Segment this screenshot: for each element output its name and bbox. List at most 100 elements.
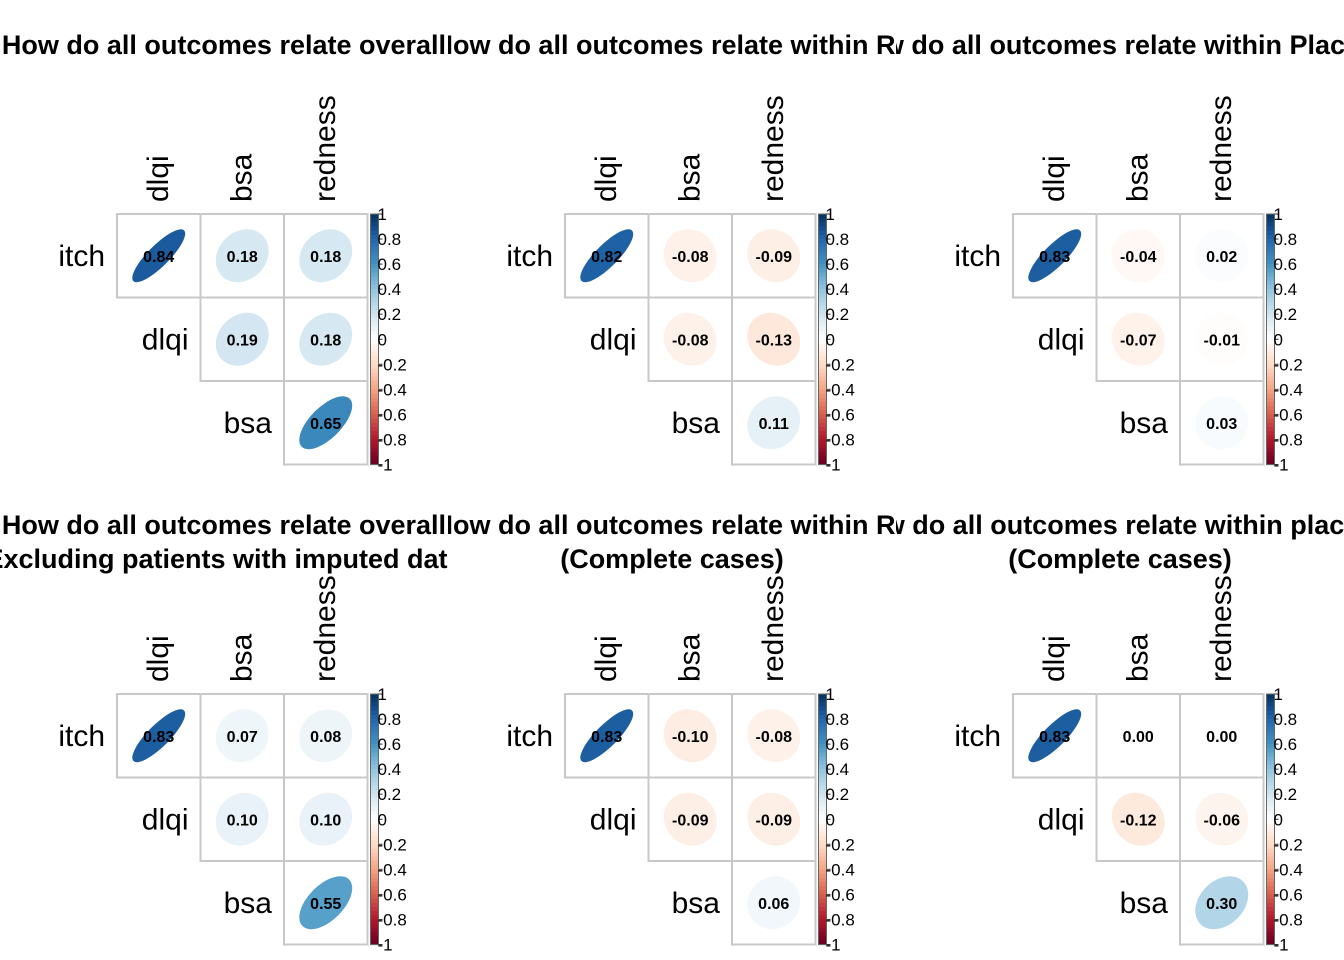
colorbar-segment — [818, 406, 827, 411]
colorbar-segment — [818, 719, 827, 724]
colorbar-segment — [1266, 906, 1275, 912]
colorbar-segment — [370, 886, 379, 891]
colorbar-tick-label: 0 — [1274, 810, 1283, 829]
colorbar-tick-label: 0.4 — [378, 760, 402, 779]
row-label: bsa — [672, 407, 721, 440]
col-label: bsa — [225, 633, 258, 682]
colorbar-segment — [370, 247, 379, 253]
corr-ellipse — [299, 709, 353, 763]
colorbar-segment — [818, 289, 827, 294]
colorbar-segment — [818, 694, 827, 699]
colorbar-segment — [818, 727, 827, 733]
colorbar-segment — [1266, 790, 1275, 795]
colorbar-segment — [370, 744, 379, 749]
colorbar-segment — [1266, 389, 1275, 395]
colorbar-segment — [818, 827, 827, 833]
corr-cell: 0.65 — [283, 380, 369, 466]
corr-cell: 0.18 — [283, 296, 369, 382]
colorbar-segment — [818, 906, 827, 912]
colorbar-segment — [818, 835, 827, 841]
colorbar-segment — [370, 802, 379, 808]
colorbar-tick-label: -1 — [1274, 936, 1289, 955]
colorbar-segment — [370, 451, 379, 457]
colorbar-tick-label: 0.4 — [1274, 760, 1298, 779]
colorbar-segment — [370, 376, 379, 382]
corr-cell: -0.09 — [731, 213, 817, 299]
corr-ellipse — [580, 229, 634, 283]
colorbar-segment — [818, 297, 827, 303]
corr-cell: -0.08 — [647, 213, 733, 299]
col-label: dlqi — [1038, 635, 1071, 682]
colorbar-segment — [370, 815, 379, 820]
colorbar-segment — [370, 752, 379, 758]
corr-ellipse — [1195, 396, 1249, 450]
colorbar-segment — [1266, 339, 1275, 345]
colorbar-segment — [1266, 890, 1275, 895]
colorbar-segment — [1266, 694, 1275, 699]
colorbar-segment — [818, 443, 827, 449]
colorbar-segment — [370, 810, 379, 816]
colorbar-segment — [370, 894, 379, 900]
colorbar-tick-label: 0.8 — [826, 230, 850, 249]
colorbar-segment — [818, 844, 827, 850]
colorbar-segment — [370, 439, 379, 445]
colorbar-segment — [818, 865, 827, 870]
colorbar-segment — [818, 706, 827, 712]
corr-value-label: 0.19 — [227, 332, 258, 349]
colorbar-segment — [818, 456, 827, 461]
corr-value-label: -0.08 — [672, 332, 709, 349]
corr-value-label: -0.08 — [672, 249, 709, 266]
colorbar-segment — [818, 744, 827, 749]
colorbar-segment — [1266, 777, 1275, 783]
corr-cell: 0.83 — [1012, 213, 1098, 299]
colorbar-segment — [1266, 376, 1275, 382]
colorbar-segment — [818, 881, 827, 887]
colorbar-segment — [370, 835, 379, 841]
colorbar-segment — [370, 911, 379, 916]
colorbar-segment — [1266, 406, 1275, 411]
colorbar-segment — [818, 869, 827, 875]
corr-value-label: 0.83 — [1039, 249, 1070, 266]
colorbar-segment — [818, 218, 827, 223]
colorbar-segment — [1266, 293, 1275, 299]
colorbar-segment — [370, 710, 379, 716]
colorbar-segment — [370, 877, 379, 883]
colorbar-segment — [818, 301, 827, 307]
colorbar-segment — [370, 222, 379, 228]
corr-ellipse — [747, 709, 801, 763]
corr-ellipse — [215, 312, 269, 366]
colorbar-segment — [370, 865, 379, 870]
colorbar-segment — [370, 326, 379, 332]
colorbar-segment — [370, 239, 379, 244]
colorbar-tick-label: -0.4 — [1274, 860, 1303, 879]
colorbar-segment — [370, 301, 379, 307]
colorbar-segment — [370, 414, 379, 420]
corr-ellipse — [215, 709, 269, 763]
colorbar-segment — [370, 831, 379, 837]
colorbar-segment — [1266, 381, 1275, 386]
colorbar-tick-label: 0 — [826, 810, 835, 829]
colorbar-segment — [1266, 410, 1275, 415]
colorbar-segment — [818, 931, 827, 937]
colorbar-segment — [1266, 385, 1275, 390]
colorbar-segment — [370, 923, 379, 929]
corr-cell: -0.07 — [1095, 296, 1181, 382]
col-label: dlqi — [142, 635, 175, 682]
colorbar-segment — [818, 731, 827, 737]
colorbar-segment — [1266, 335, 1275, 340]
corr-value-label: 0.84 — [143, 249, 174, 266]
colorbar-segment — [1266, 226, 1275, 232]
colorbar-segment — [1266, 748, 1275, 754]
colorbar-segment — [818, 460, 827, 466]
colorbar-segment — [1266, 861, 1275, 866]
colorbar-segment — [818, 785, 827, 791]
colorbar-segment — [818, 272, 827, 278]
colorbar-segment — [1266, 931, 1275, 937]
corr-ellipse — [299, 396, 353, 450]
colorbar-segment — [1266, 310, 1275, 315]
colorbar-segment — [818, 790, 827, 795]
colorbar-segment — [1266, 844, 1275, 850]
corr-cell: 0.00 — [1095, 693, 1181, 779]
colorbar-segment — [1266, 234, 1275, 240]
colorbar-segment — [818, 756, 827, 762]
